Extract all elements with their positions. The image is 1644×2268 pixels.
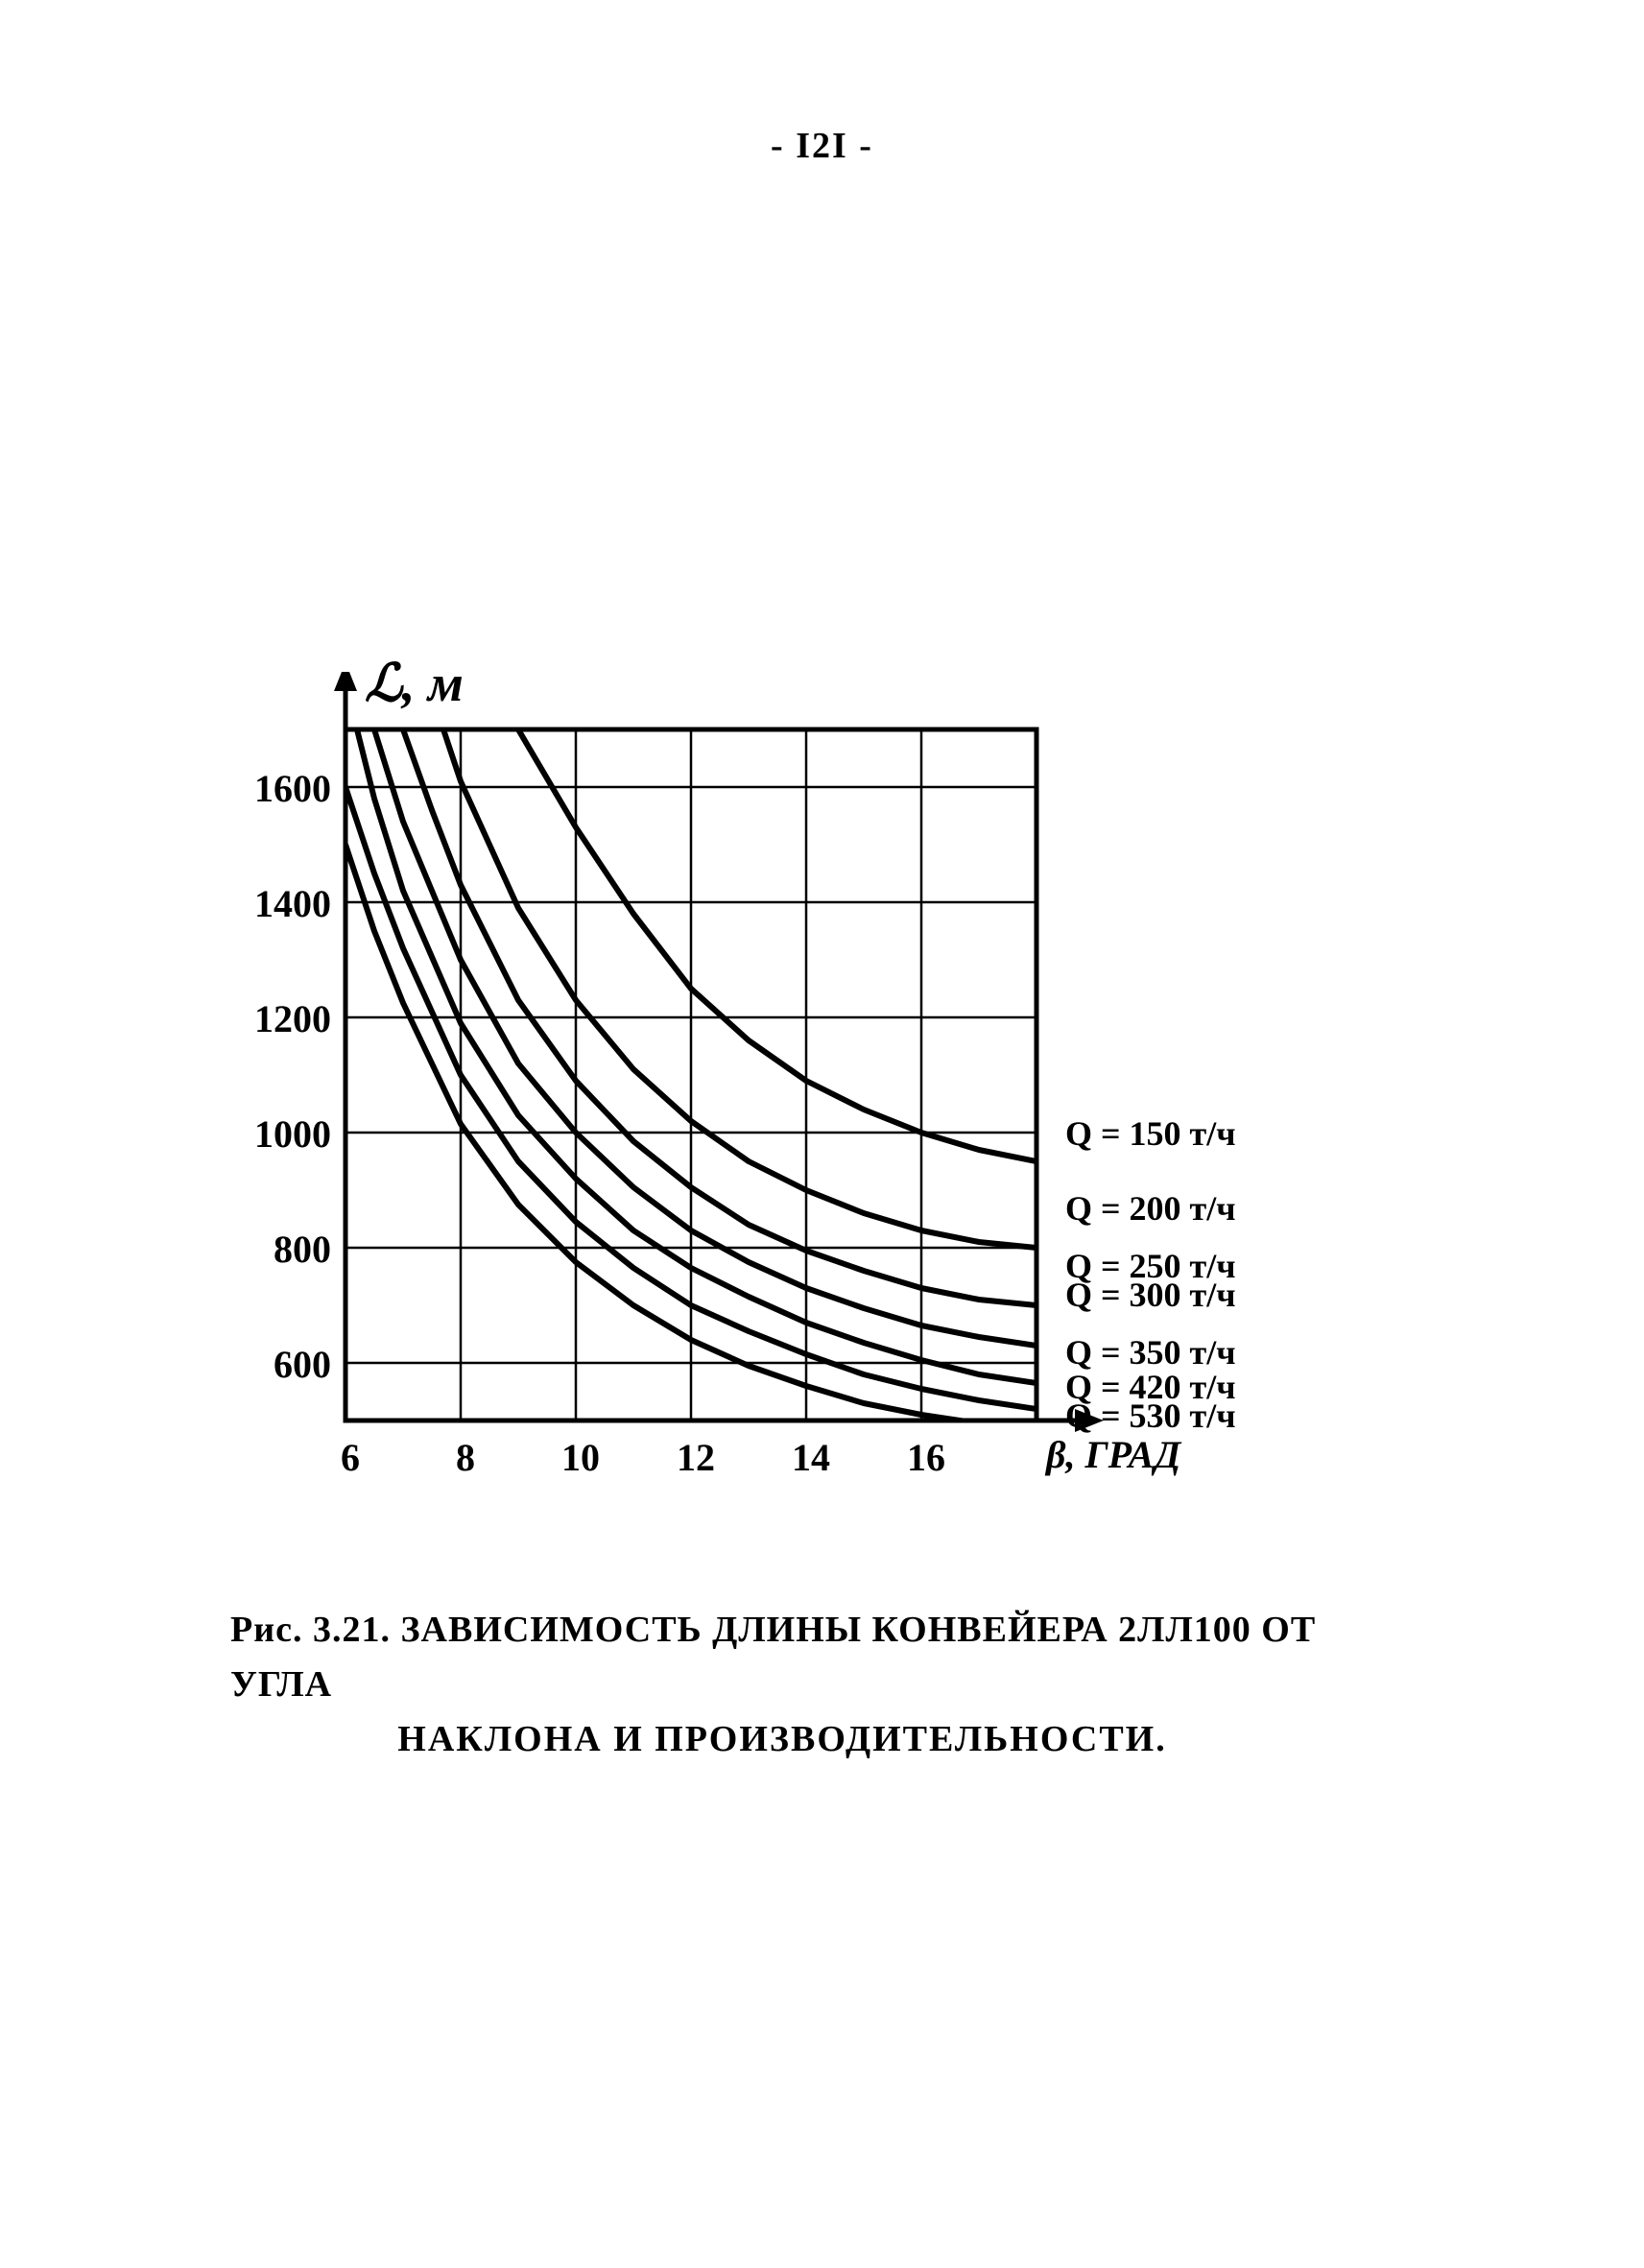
caption-line-2: НАКЛОНА И ПРОИЗВОДИТЕЛЬНОСТИ.: [230, 1712, 1334, 1767]
y-tick-label: 1000: [235, 1111, 331, 1157]
caption-line-1: Рис. 3.21. ЗАВИСИМОСТЬ ДЛИНЫ КОНВЕЙЕРА 2…: [230, 1610, 1316, 1705]
y-tick-label: 1400: [235, 881, 331, 926]
figure-caption: Рис. 3.21. ЗАВИСИМОСТЬ ДЛИНЫ КОНВЕЙЕРА 2…: [230, 1603, 1334, 1767]
x-tick-label: 12: [672, 1435, 720, 1480]
page-number: - I2I -: [0, 125, 1644, 167]
series-label: Q = 530 т/ч: [1065, 1396, 1236, 1436]
y-tick-label: 600: [235, 1342, 331, 1387]
y-tick-label: 800: [235, 1227, 331, 1272]
x-tick-label: 8: [441, 1435, 489, 1480]
y-tick-label: 1600: [235, 766, 331, 811]
chart-container: 60080010001200140016006810121416ℒ, мβ, Г…: [230, 672, 1382, 1507]
y-tick-label: 1200: [235, 996, 331, 1041]
x-tick-label: 14: [787, 1435, 835, 1480]
x-tick-label: 6: [326, 1435, 374, 1480]
x-tick-label: 10: [557, 1435, 605, 1480]
y-axis-title: ℒ, м: [365, 653, 464, 713]
series-label: Q = 300 т/ч: [1065, 1275, 1236, 1315]
series-label: Q = 200 т/ч: [1065, 1188, 1236, 1229]
x-axis-title: β, ГРАД: [1046, 1432, 1180, 1477]
page: - I2I - 600 800 1000 1200 1400 1600 6 8 10 12 14 16…: [0, 0, 1644, 2268]
series-label: Q = 150 т/ч: [1065, 1113, 1236, 1154]
x-tick-label: 16: [902, 1435, 950, 1480]
